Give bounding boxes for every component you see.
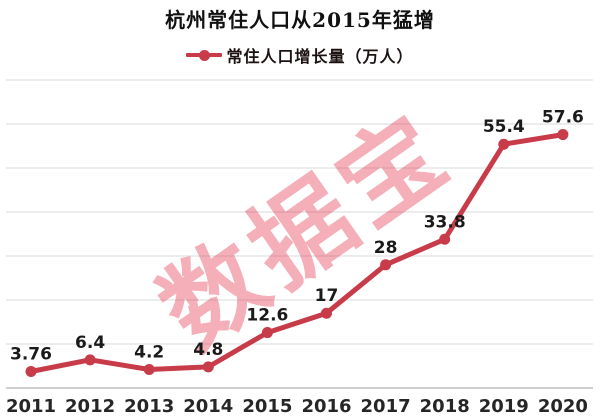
svg-text:2018: 2018 bbox=[420, 396, 470, 417]
data-labels: 3.76 6.4 4.2 4.8 12.6 17 28 33.8 55.4 57.6 bbox=[10, 108, 584, 365]
svg-text:2019: 2019 bbox=[479, 396, 529, 417]
line-marker-icon bbox=[186, 49, 223, 61]
gridlines bbox=[6, 79, 593, 389]
svg-text:2012: 2012 bbox=[65, 396, 115, 417]
svg-text:4.2: 4.2 bbox=[134, 343, 164, 363]
svg-text:2015: 2015 bbox=[242, 396, 292, 417]
svg-text:4.8: 4.8 bbox=[193, 340, 223, 360]
legend: 常住人口增长量（万人） bbox=[0, 44, 600, 66]
svg-text:3.76: 3.76 bbox=[10, 344, 52, 364]
svg-text:12.6: 12.6 bbox=[246, 306, 288, 326]
svg-text:28: 28 bbox=[374, 238, 398, 258]
svg-text:6.4: 6.4 bbox=[75, 333, 105, 353]
svg-text:2016: 2016 bbox=[301, 396, 351, 417]
svg-text:33.8: 33.8 bbox=[424, 212, 466, 232]
chart-title: 杭州常住人口从2015年猛增 bbox=[165, 8, 435, 32]
legend-label: 常住人口增长量（万人） bbox=[226, 47, 414, 66]
svg-text:55.4: 55.4 bbox=[483, 117, 525, 137]
watermark: 数据宝 bbox=[140, 90, 473, 372]
x-axis-labels: 2011 2012 2013 2014 2015 2016 2017 2018 2019 2020 bbox=[6, 396, 588, 417]
svg-text:17: 17 bbox=[315, 286, 339, 306]
svg-text:2017: 2017 bbox=[361, 396, 411, 417]
svg-text:2011: 2011 bbox=[6, 396, 56, 417]
svg-text:2013: 2013 bbox=[124, 396, 174, 417]
svg-text:57.6: 57.6 bbox=[542, 108, 584, 128]
series-line bbox=[25, 129, 569, 377]
svg-text:2014: 2014 bbox=[183, 396, 233, 417]
svg-text:2020: 2020 bbox=[538, 396, 588, 417]
